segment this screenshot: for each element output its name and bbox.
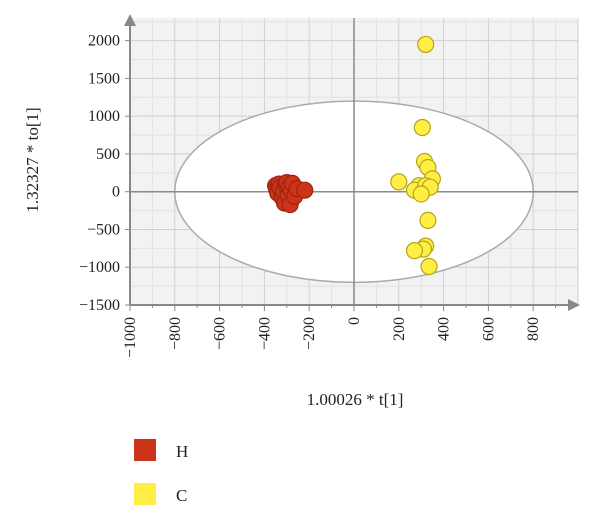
x-axis-arrow: [568, 299, 580, 311]
y-tick-label: 500: [96, 146, 120, 163]
x-tick-label: 600: [480, 317, 497, 341]
x-tick-label: 800: [525, 317, 542, 341]
x-axis-title: 1.00026 * t[1]: [307, 390, 404, 409]
axes: [124, 14, 580, 311]
data-point-c: [420, 257, 438, 276]
y-tick-label: 1000: [88, 108, 120, 125]
legend-item-h: H: [134, 439, 188, 461]
x-tick-label: 400: [436, 317, 453, 341]
y-axis-arrow: [124, 14, 136, 26]
data-point-c: [419, 211, 437, 230]
x-tick-label: 200: [391, 317, 408, 341]
y-tick-label: −500: [87, 221, 120, 238]
legend-label-h: H: [176, 442, 188, 461]
data-point-c: [405, 242, 424, 260]
data-point-c: [390, 173, 408, 191]
legend-swatch-c: [134, 483, 156, 505]
legend-swatch-h: [134, 439, 156, 461]
x-tick-label: −800: [167, 317, 184, 350]
series-h: [267, 174, 314, 214]
data-point-c: [413, 118, 431, 137]
data-points: [267, 35, 441, 276]
legend-label-c: C: [176, 486, 187, 505]
series-c: [390, 35, 441, 276]
x-tick-label: −1000: [122, 317, 139, 358]
legend-item-c: C: [134, 483, 187, 505]
x-tick-label: −600: [212, 317, 229, 350]
y-tick-label: −1500: [79, 297, 120, 314]
x-tick-label: −200: [301, 317, 318, 350]
x-tick-label: −400: [256, 317, 273, 350]
x-tick-label: 0: [346, 317, 363, 325]
data-point-c: [412, 185, 430, 203]
y-axis-title: 1.32327 * to[1]: [23, 107, 42, 212]
y-tick-label: −1000: [79, 259, 120, 276]
y-tick-label: 1500: [88, 70, 120, 87]
legend: H C: [134, 439, 188, 505]
data-point-h: [296, 181, 314, 199]
y-tick-label: 0: [112, 184, 120, 201]
data-point-c: [417, 35, 435, 54]
y-tick-label: 2000: [88, 33, 120, 50]
